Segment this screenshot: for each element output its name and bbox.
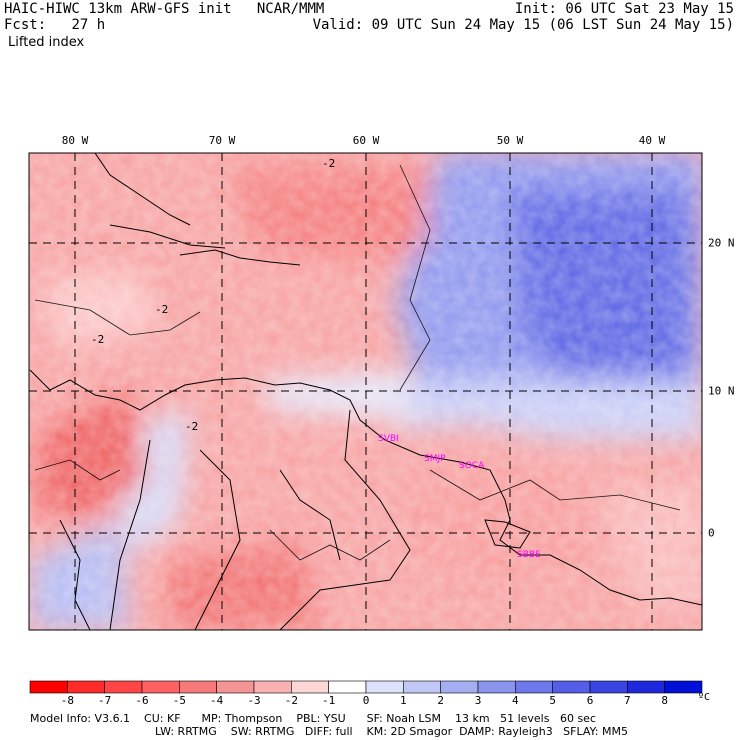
colorbar-tick-label: 4 xyxy=(512,694,519,707)
contour-label: -2 xyxy=(185,420,198,433)
header-forecast-line: Fcst: 27 h xyxy=(4,17,105,33)
contour-lines xyxy=(34,164,681,561)
fcst-label: Fcst: xyxy=(4,17,47,33)
lon-label: 60 W xyxy=(352,134,380,147)
lat-label: 0 xyxy=(708,526,715,540)
colorbar-tick-label: -6 xyxy=(135,694,149,707)
colorbar-tick-label: 0 xyxy=(362,694,370,707)
colorbar-tick-label: 2 xyxy=(437,694,444,707)
colorbar-tick-label: -4 xyxy=(210,694,224,707)
init-time: Init: 06 UTC Sat 23 May 15 xyxy=(514,1,734,17)
fcst-hours: 27 h xyxy=(71,17,106,33)
lat-lon-grid xyxy=(29,153,702,630)
lat-label: 10 N xyxy=(708,384,735,398)
colorbar-unit: ºC xyxy=(698,692,711,703)
colorbar-tick-label: -2 xyxy=(284,694,298,707)
colorbar-tick-label: -8 xyxy=(60,694,74,707)
station-label: SBBE xyxy=(517,550,541,560)
lon-label: 80 W xyxy=(61,134,89,147)
field-name: Lifted index xyxy=(8,35,85,50)
colorbar-tick-label: 7 xyxy=(624,694,631,707)
header-title-line: HAIC-HIWC 13km ARW-GFS init NCAR/MMM xyxy=(4,1,324,17)
org-label: NCAR/MMM xyxy=(256,1,325,17)
colorbar-tick-label: 8 xyxy=(661,694,668,707)
colorbar-tick-label: -1 xyxy=(322,694,336,707)
colorbar-tick-label: 3 xyxy=(474,694,482,707)
colorbar-tick-label: 5 xyxy=(549,694,556,707)
contour-label: -2 xyxy=(91,333,104,346)
station-label: SOCA xyxy=(459,461,485,471)
colorbar-tick-label: -3 xyxy=(247,694,261,707)
lon-label: 40 W xyxy=(638,134,666,147)
lat-label: 20 N xyxy=(708,236,735,250)
colorbar-tick-label: 1 xyxy=(400,694,407,707)
lon-label: 50 W xyxy=(496,134,524,147)
station-label: SVBI xyxy=(378,434,399,444)
valid-time: Valid: 09 UTC Sun 24 May 15 (06 LST Sun … xyxy=(312,17,734,33)
contour-label: -2 xyxy=(322,157,335,170)
station-label: SMJP xyxy=(424,454,446,464)
model-info-line1: Model Info: V3.6.1 CU: KF MP: Thompson P… xyxy=(30,712,597,725)
colorbar-tick-label: -7 xyxy=(98,694,112,707)
lon-label: 70 W xyxy=(208,134,236,147)
map-frame xyxy=(28,152,703,631)
coastlines xyxy=(29,153,702,630)
colorbar-tick-label: -5 xyxy=(172,694,186,707)
model-info-line2: LW: RRTMG SW: RRTMG DIFF: full KM: 2D Sm… xyxy=(155,725,628,738)
model-title: HAIC-HIWC 13km ARW-GFS init xyxy=(4,1,232,17)
colorbar-tick-label: 6 xyxy=(586,694,594,707)
contour-label: -2 xyxy=(155,303,168,316)
